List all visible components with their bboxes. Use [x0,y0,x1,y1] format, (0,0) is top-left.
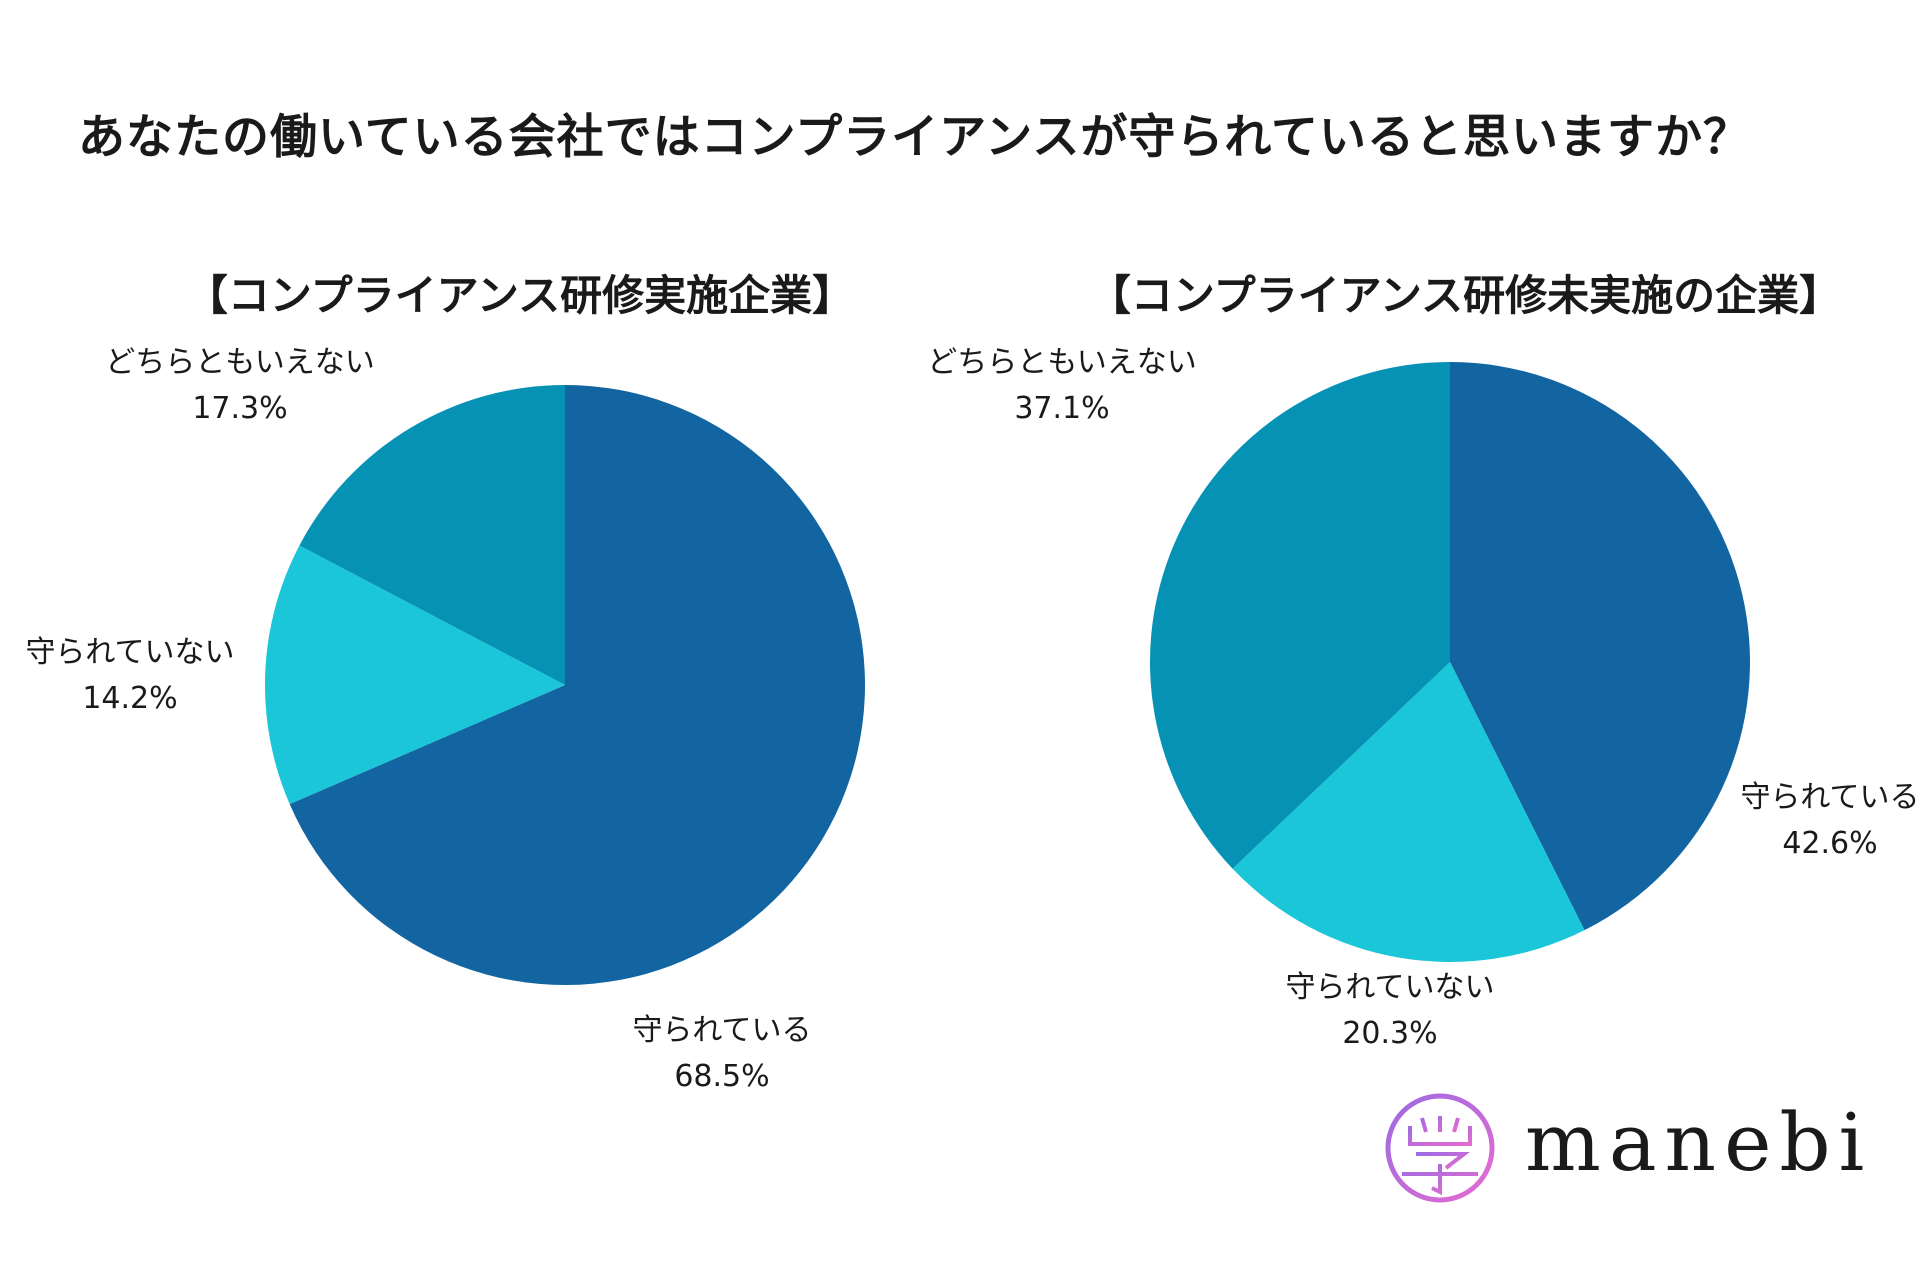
chart-title-untrained: 【コンプライアンス研修未実施の企業】 [1088,271,1842,320]
pie-slice-0-2 [299,385,565,685]
slice-label-1-2: どちらともいえない [927,345,1196,380]
pie-slice-1-2 [1150,362,1450,869]
slice-label-1-0: 守られている [1740,780,1919,815]
page-title: あなたの働いている会社ではコンプライアンスが守られていると思いますか？ [78,110,1751,165]
pie-slice-0-0 [289,385,865,986]
pie-slice-1-1 [1232,662,1585,962]
pie-slice-0-1 [264,545,565,805]
slice-label-1-1: 守られていない [1285,970,1494,1005]
slice-value-label-0-1: 14.2% [82,681,177,716]
slice-label-0-0: 守られている [632,1013,811,1048]
slice-value-label-1-2: 37.1% [1014,391,1109,426]
slice-value-label-1-1: 20.3% [1342,1016,1437,1051]
pie-slice-1-0 [1450,362,1750,931]
slice-value-label-0-0: 68.5% [674,1059,769,1094]
slice-value-label-0-2: 17.3% [192,391,287,426]
slice-label-0-2: どちらともいえない [105,345,374,380]
slice-value-label-1-0: 42.6% [1782,826,1877,861]
chart-title-trained: 【コンプライアンス研修実施企業】 [185,271,855,320]
slice-label-0-1: 守られていない [25,635,234,670]
manebi-logo: manebi [1380,1088,1890,1208]
manebi-logo-text: manebi [1525,1096,1873,1189]
manebi-logo-mark-icon [1385,1093,1495,1203]
